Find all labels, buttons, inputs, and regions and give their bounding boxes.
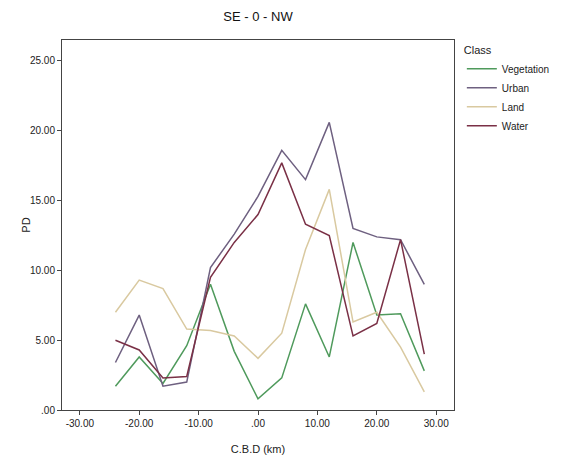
svg-text:-30.00: -30.00 (66, 418, 95, 429)
svg-text:5.00: 5.00 (36, 335, 56, 346)
svg-text:.00: .00 (251, 418, 265, 429)
svg-text:10.00: 10.00 (305, 418, 330, 429)
svg-text:Vegetation: Vegetation (502, 64, 549, 75)
svg-text:20.00: 20.00 (364, 418, 389, 429)
svg-text:Land: Land (502, 102, 524, 113)
svg-text:PD: PD (20, 217, 32, 232)
svg-text:20.00: 20.00 (30, 125, 55, 136)
svg-text:.00: .00 (41, 405, 55, 416)
svg-text:30.00: 30.00 (424, 418, 449, 429)
svg-text:-20.00: -20.00 (125, 418, 154, 429)
svg-text:C.B.D (km): C.B.D (km) (231, 443, 285, 455)
svg-text:Class: Class (464, 44, 492, 56)
svg-text:SE - 0 - NW: SE - 0 - NW (223, 9, 293, 24)
svg-text:Water: Water (502, 121, 529, 132)
svg-text:-10.00: -10.00 (184, 418, 213, 429)
svg-text:Urban: Urban (502, 83, 529, 94)
svg-text:15.00: 15.00 (30, 195, 55, 206)
svg-text:25.00: 25.00 (30, 55, 55, 66)
svg-text:10.00: 10.00 (30, 265, 55, 276)
